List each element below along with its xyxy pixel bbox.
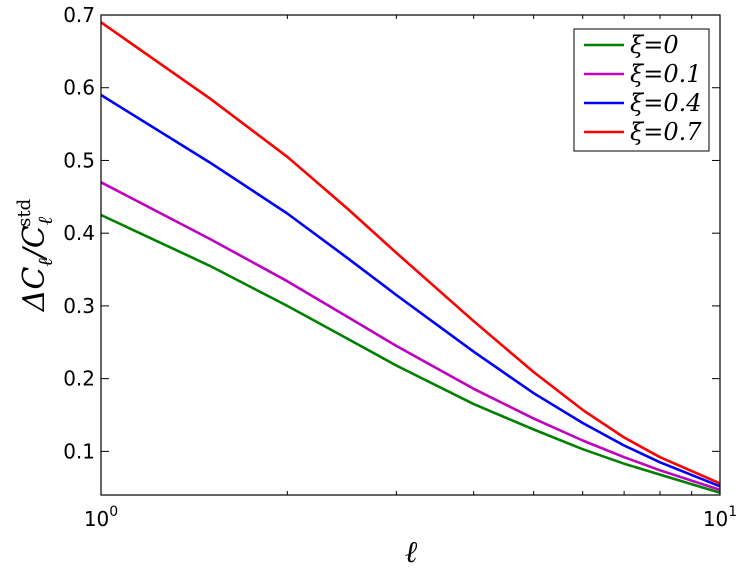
x-tick-label-0: 100 bbox=[84, 504, 118, 531]
y-tick-label-4: 0.5 bbox=[63, 148, 95, 172]
x-tick-label-1: 101 bbox=[703, 504, 737, 531]
series-line-0 bbox=[100, 213, 721, 495]
legend-label-2: ξ=0.4 bbox=[630, 89, 702, 117]
legend-label-3: ξ=0.7 bbox=[630, 118, 702, 146]
series-line-1 bbox=[100, 181, 721, 492]
x-axis-label: ℓ bbox=[405, 535, 418, 570]
y-tick-label-5: 0.6 bbox=[63, 76, 95, 100]
y-tick-label-6: 0.7 bbox=[63, 3, 95, 27]
legend-label-0: ξ=0 bbox=[630, 31, 679, 59]
legend-box bbox=[573, 28, 710, 152]
y-tick-label-2: 0.3 bbox=[63, 294, 95, 318]
plot-frame bbox=[100, 14, 721, 496]
y-tick-label-0: 0.1 bbox=[63, 439, 95, 463]
y-tick-labels: 0.1 0.2 0.3 0.4 0.5 0.6 0.7 bbox=[63, 3, 95, 463]
legend: ξ=0ξ=0.1ξ=0.4ξ=0.7 bbox=[573, 28, 710, 152]
y-tick-label-1: 0.2 bbox=[63, 367, 95, 391]
legend-label-1: ξ=0.1 bbox=[630, 60, 702, 88]
x-tick-labels: 100 101 bbox=[84, 504, 737, 531]
series-line-3 bbox=[100, 21, 721, 485]
y-tick-label-3: 0.4 bbox=[63, 221, 95, 245]
series-layer bbox=[100, 21, 721, 495]
series-line-2 bbox=[100, 93, 721, 488]
y-axis-label: ΔCℓ/Cℓstd bbox=[14, 199, 57, 312]
ticks-layer bbox=[100, 14, 721, 495]
